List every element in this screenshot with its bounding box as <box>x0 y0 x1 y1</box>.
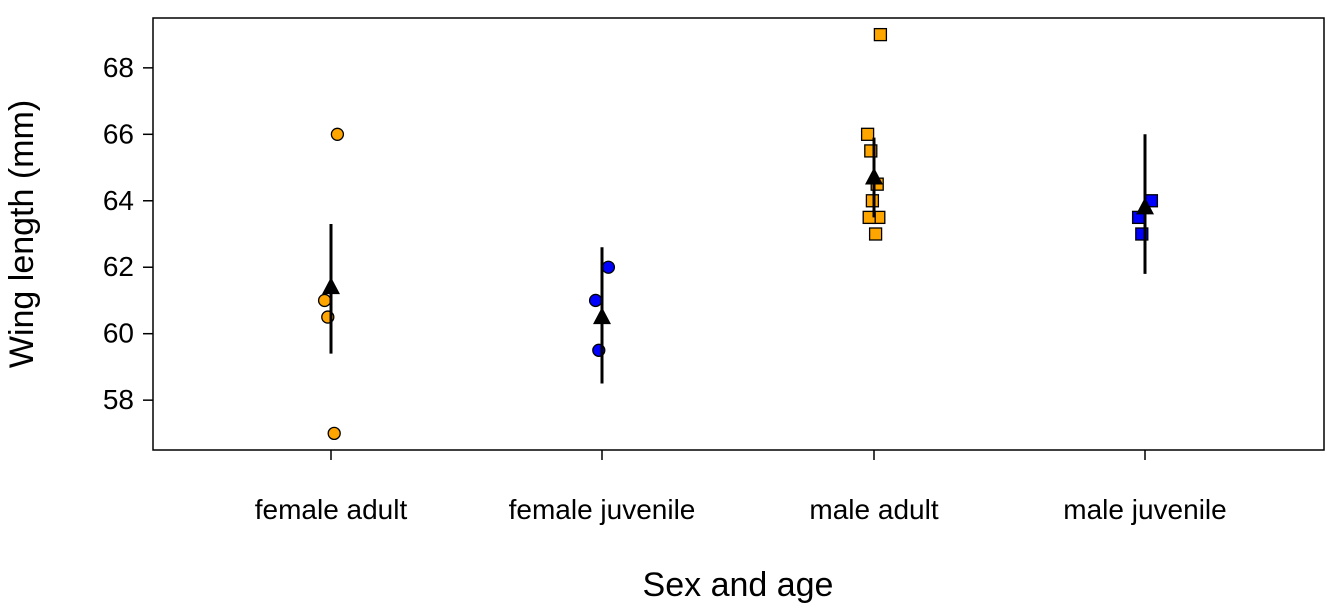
x-tick-label: female juvenile <box>509 494 696 525</box>
data-point <box>317 293 332 308</box>
data-point <box>330 127 345 141</box>
mean-marker <box>322 277 340 295</box>
plot-border <box>152 17 1325 451</box>
data-point <box>327 426 341 441</box>
y-tick-label: 64 <box>103 185 134 216</box>
data-point <box>588 293 603 308</box>
y-tick-label: 62 <box>103 251 134 282</box>
y-tick-label: 58 <box>103 384 134 415</box>
data-point <box>868 227 883 241</box>
y-tick-label: 60 <box>103 318 134 349</box>
data-point <box>601 260 616 274</box>
data-point <box>873 27 888 42</box>
x-axis: female adult female juvenile male adult mal… <box>255 450 1227 525</box>
mean-marker <box>865 167 883 185</box>
x-tick-label: male adult <box>809 494 938 525</box>
data-layer <box>317 27 1159 441</box>
x-axis-label: Sex and age <box>643 566 834 604</box>
y-axis-label: Wing length (mm) <box>3 100 41 368</box>
x-tick-label: male juvenile <box>1063 494 1226 525</box>
y-tick-label: 68 <box>103 52 134 83</box>
data-point <box>860 127 875 141</box>
y-axis: 58 60 62 64 66 68 <box>103 52 153 415</box>
y-tick-label: 66 <box>103 118 134 149</box>
mean-marker <box>1136 197 1154 215</box>
data-point <box>865 194 880 208</box>
mean-marker <box>593 307 611 325</box>
x-tick-label: female adult <box>255 494 408 525</box>
